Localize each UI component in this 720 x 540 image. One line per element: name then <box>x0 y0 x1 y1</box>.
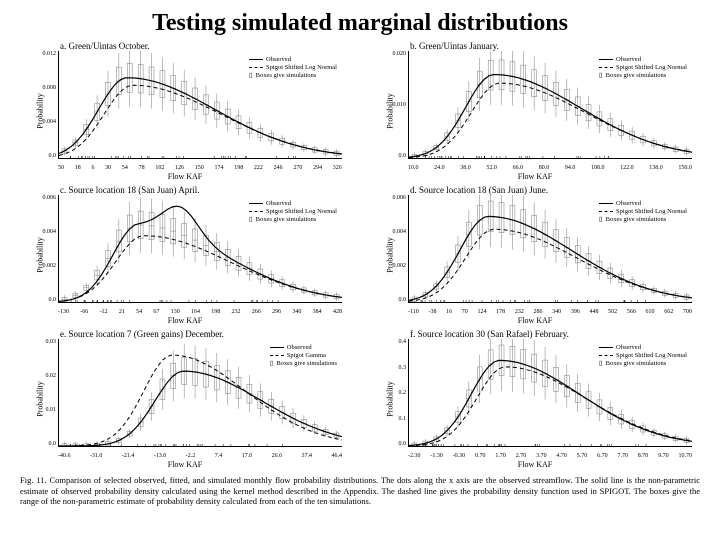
plot-area: ObservedSpigot Gamma▯Boxes give simulati… <box>58 339 342 447</box>
x-ticks: -110-38167012417823228634039644850256661… <box>408 309 692 315</box>
x-axis-label: Flow KAF <box>168 460 202 469</box>
chart-svg <box>59 339 342 446</box>
panel-grid: a. Green/Uintas October.ProbabilityFlow … <box>20 41 700 469</box>
panel-title: a. Green/Uintas October. <box>60 41 149 51</box>
chart-svg <box>59 195 342 302</box>
panel-a: a. Green/Uintas October.ProbabilityFlow … <box>20 41 350 181</box>
x-ticks: -40.6-31.0-21.4-13.0-2.27.417.026.637.44… <box>58 453 342 459</box>
y-ticks: 0.0200.0100.0 <box>384 51 406 159</box>
x-axis-label: Flow KAF <box>518 316 552 325</box>
x-axis-label: Flow KAF <box>518 460 552 469</box>
x-axis-label: Flow KAF <box>168 316 202 325</box>
x-ticks: 10.024.038.052.066.080.094.0108.0122.013… <box>408 165 692 171</box>
panel-b: b. Green/Uintas January.ProbabilityFlow … <box>370 41 700 181</box>
panel-title: d. Source location 18 (San Juan) June. <box>410 185 548 195</box>
x-axis-label: Flow KAF <box>518 172 552 181</box>
plot-area: ObservedSpigot Shifted Log Normal▯Boxes … <box>58 195 342 303</box>
chart-svg <box>409 51 692 158</box>
chart-svg <box>59 51 342 158</box>
plot-area: ObservedSpigot Shifted Log Normal▯Boxes … <box>408 339 692 447</box>
y-ticks: 0.40.30.20.10.0 <box>384 339 406 447</box>
x-axis-label: Flow KAF <box>168 172 202 181</box>
y-ticks: 0.0060.0040.0020.0 <box>34 195 56 303</box>
y-ticks: 0.0060.0040.0020.0 <box>384 195 406 303</box>
page-title: Testing simulated marginal distributions <box>20 10 700 37</box>
panel-title: b. Green/Uintas January. <box>410 41 499 51</box>
x-ticks: -130-66-12215467130164198232266296340384… <box>58 309 342 315</box>
panel-e: e. Source location 7 (Green gains) Decem… <box>20 329 350 469</box>
panel-f: f. Source location 30 (San Rafael) Febru… <box>370 329 700 469</box>
panel-title: e. Source location 7 (Green gains) Decem… <box>60 329 224 339</box>
plot-area: ObservedSpigot Shifted Log Normal▯Boxes … <box>408 195 692 303</box>
chart-svg <box>409 339 692 446</box>
panel-title: f. Source location 30 (San Rafael) Febru… <box>410 329 569 339</box>
plot-area: ObservedSpigot Shifted Log Normal▯Boxes … <box>408 51 692 159</box>
figure-caption: Fig. 11. Comparison of selected observed… <box>20 475 700 507</box>
panel-d: d. Source location 18 (San Juan) June.Pr… <box>370 185 700 325</box>
y-ticks: 0.030.020.010.0 <box>34 339 56 447</box>
x-ticks: -2.30-1.30-0.300.701.702.703.704.705.706… <box>408 453 692 459</box>
panel-c: c. Source location 18 (San Juan) April.P… <box>20 185 350 325</box>
chart-svg <box>409 195 692 302</box>
panel-title: c. Source location 18 (San Juan) April. <box>60 185 199 195</box>
plot-area: ObservedSpigot Shifted Log Normal▯Boxes … <box>58 51 342 159</box>
y-ticks: 0.0120.0080.0040.0 <box>34 51 56 159</box>
x-ticks: 5018630547810212615017419822224627029432… <box>58 165 342 171</box>
